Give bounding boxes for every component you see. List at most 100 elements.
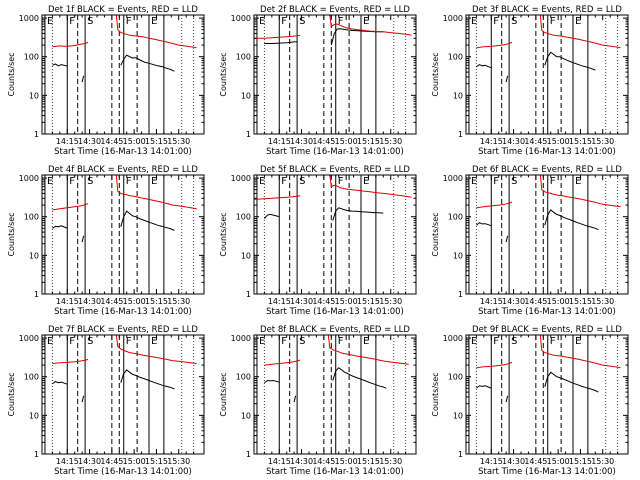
events-series-line — [544, 371, 599, 393]
y-tick-label: 1 — [246, 290, 251, 299]
lld-series-line — [539, 15, 621, 49]
y-tick-label: 100 — [24, 53, 39, 62]
x-tick-label: 15:30 — [167, 137, 190, 146]
plot-frame — [465, 174, 629, 295]
y-tick-label: 100 — [24, 373, 39, 382]
interval-letter: F — [126, 176, 132, 187]
interval-letter: F — [281, 16, 287, 27]
x-axis-label: Start Time (16-Mar-13 14:01:00) — [266, 307, 404, 317]
x-tick-label: 15:15 — [145, 457, 168, 466]
x-tick-label: 14:15 — [56, 457, 79, 466]
x-axis-label: Start Time (16-Mar-13 14:01:00) — [478, 467, 616, 477]
interval-letter: S — [299, 336, 305, 347]
interval-letter: E — [259, 16, 265, 27]
y-tick-label: 100 — [236, 53, 251, 62]
x-axis-label: Start Time (16-Mar-13 14:01:00) — [266, 467, 404, 477]
x-tick-label: 15:15 — [145, 297, 168, 306]
lld-series-line — [476, 201, 513, 209]
interval-letter: E — [151, 176, 157, 187]
y-tick-label: 1 — [246, 450, 251, 459]
lld-series-line — [254, 34, 301, 39]
interval-letter: F — [493, 16, 499, 27]
interval-letter: F — [69, 336, 75, 347]
x-tick-label: 14:30 — [502, 457, 525, 466]
y-axis-label: Counts/sec — [431, 372, 440, 416]
y-tick-label: 100 — [448, 373, 463, 382]
x-axis-label: Start Time (16-Mar-13 14:01:00) — [266, 147, 404, 157]
y-axis-label: Counts/sec — [7, 52, 16, 96]
lld-series-line — [52, 358, 89, 364]
plot-frame — [253, 14, 417, 135]
y-tick-label: 10 — [29, 91, 39, 100]
y-tick-label: 100 — [236, 213, 251, 222]
y-axis-label: Counts/sec — [219, 372, 228, 416]
plot-frame — [41, 174, 205, 295]
x-tick-label: 14:30 — [78, 137, 101, 146]
y-tick-label: 1 — [34, 450, 39, 459]
y-tick-label: 10 — [29, 411, 39, 420]
y-tick-label: 10 — [29, 251, 39, 260]
x-tick-label: 15:00 — [123, 297, 146, 306]
y-tick-label: 1000 — [19, 174, 39, 183]
interval-letter: E — [471, 176, 477, 187]
x-tick-label: 14:45 — [100, 297, 123, 306]
x-tick-label: 14:30 — [502, 137, 525, 146]
interval-letter: F — [126, 16, 132, 27]
interval-letter: F — [281, 336, 287, 347]
y-tick-label: 100 — [448, 53, 463, 62]
detector-panel-3: E F S F E 1 10 100 1000 14:15 14:30 14:45 15:00 15:15… — [431, 5, 629, 157]
events-series-line — [544, 209, 599, 231]
x-tick-label: 14:45 — [524, 137, 547, 146]
plot-frame — [465, 14, 629, 135]
y-tick-label: 1000 — [443, 174, 463, 183]
interval-letter: F — [69, 176, 75, 187]
events-series-line — [505, 395, 509, 403]
interval-letter: E — [363, 176, 369, 187]
y-axis-label: Counts/sec — [431, 52, 440, 96]
y-tick-label: 1 — [458, 130, 463, 139]
interval-letter: E — [575, 16, 581, 27]
y-tick-label: 10 — [241, 91, 251, 100]
x-tick-label: 15:00 — [123, 457, 146, 466]
x-tick-label: 14:45 — [312, 137, 335, 146]
events-series-line — [120, 54, 175, 72]
lld-series-line — [115, 15, 197, 49]
interval-letter: E — [47, 16, 53, 27]
lld-series-line — [327, 335, 409, 365]
panel-title: Det 2f BLACK = Events, RED = LLD — [260, 5, 410, 15]
interval-letter: F — [126, 336, 132, 347]
events-series-line — [52, 225, 68, 229]
x-tick-label: 15:15 — [145, 137, 168, 146]
detector-panel-8: E F S F E 1 10 100 1000 14:15 14:30 14:45 15:00 15:15… — [219, 325, 417, 477]
x-tick-label: 15:15 — [357, 457, 380, 466]
detector-panel-9: E F S F E 1 10 100 1000 14:15 14:30 14:45 15:00 15:15… — [431, 325, 629, 477]
interval-letter: F — [493, 336, 499, 347]
x-tick-label: 14:45 — [100, 457, 123, 466]
lld-series-line — [539, 335, 621, 369]
y-axis-label: Counts/sec — [219, 212, 228, 256]
interval-letter: E — [471, 16, 477, 27]
lld-series-line — [254, 195, 301, 200]
x-tick-label: 15:30 — [379, 297, 402, 306]
interval-letter: S — [87, 16, 93, 27]
interval-letter: F — [550, 336, 556, 347]
interval-letter: F — [338, 336, 344, 347]
detector-panel-5: E F S F E 1 10 100 1000 14:15 14:30 14:45 15:00 15:15… — [219, 165, 417, 317]
x-tick-label: 15:30 — [591, 457, 614, 466]
x-tick-label: 14:45 — [312, 297, 335, 306]
interval-letter: S — [511, 176, 517, 187]
x-tick-label: 15:15 — [357, 137, 380, 146]
x-tick-label: 14:30 — [290, 137, 313, 146]
plot-frame — [253, 174, 417, 295]
x-tick-label: 15:15 — [569, 457, 592, 466]
lld-series-line — [476, 361, 513, 369]
panel-title: Det 5f BLACK = Events, RED = LLD — [260, 165, 410, 175]
interval-letter: E — [151, 336, 157, 347]
y-tick-label: 1000 — [231, 14, 251, 23]
interval-letter: E — [47, 176, 53, 187]
x-tick-label: 15:00 — [335, 457, 358, 466]
interval-letter: S — [511, 16, 517, 27]
y-axis-label: Counts/sec — [7, 372, 16, 416]
lld-series-line — [52, 41, 89, 48]
